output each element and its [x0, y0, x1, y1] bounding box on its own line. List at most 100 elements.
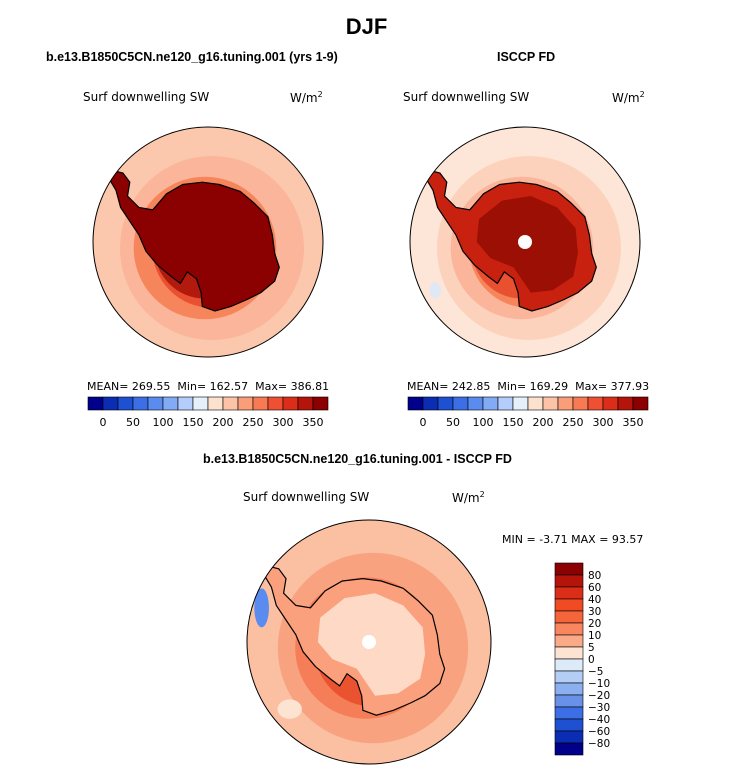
panel-2-colorbar-swatch [452, 396, 469, 411]
panel-3-colorbar-swatch [554, 586, 584, 600]
panel-1-colorbar-tick: 200 [213, 416, 234, 429]
panel-2-colorbar-tick: 100 [473, 416, 494, 429]
panel-3-colorbar-swatch [554, 610, 584, 624]
panel-2-colorbar-swatch [632, 396, 649, 411]
panel-2-colorbar: 0 50 100 150 200 250 300 350 [407, 396, 649, 429]
panel-3-variable: Surf downwelling SW [243, 490, 370, 504]
panel-1-stats: MEAN= 269.55 Min= 162.57 Max= 386.81 [87, 380, 330, 393]
panel-3-colorbar-swatch [554, 646, 584, 660]
panel-1-colorbar-swatch [222, 396, 239, 411]
panel-2-pole-hole [518, 235, 532, 249]
page-title: DJF [345, 14, 388, 39]
panel-2-low-value-patch [429, 282, 442, 299]
panel-1-colorbar-tick: 0 [100, 416, 107, 429]
panel-2-colorbar-swatch [467, 396, 484, 411]
panel-1-colorbar-swatch [147, 396, 164, 411]
panel-3-colorbar-tick: −5 [588, 666, 603, 678]
panel-3-boundary [246, 519, 492, 765]
panel-3-max: 93.57 [611, 533, 644, 546]
panel-3-title: b.e13.B1850C5CN.ne120_g16.tuning.001 - I… [203, 452, 512, 466]
panel-2-colorbar-swatch [542, 396, 559, 411]
panel-3-colorbar-tick: 0 [588, 654, 595, 666]
panel-3-colorbar-swatch [554, 718, 584, 732]
panel-1-colorbar-swatch [102, 396, 119, 411]
panel-1-colorbar-tick: 250 [243, 416, 264, 429]
panel-2-colorbar-tick: 250 [563, 416, 584, 429]
panel-3-colorbar-tick: 30 [588, 606, 601, 618]
panel-2-colorbar-swatch [422, 396, 439, 411]
panel-1-title: b.e13.B1850C5CN.ne120_g16.tuning.001 (yr… [46, 50, 338, 64]
panel-1-colorbar-swatch [117, 396, 134, 411]
panel-3-colorbar-swatch [554, 742, 584, 756]
panel-2-boundary [409, 126, 641, 358]
panel-1-colorbar-tick: 350 [303, 416, 324, 429]
panel-1-colorbar-swatch [192, 396, 209, 411]
panel-1-colorbar-tick: 150 [183, 416, 204, 429]
panel-3-colorbar-tick: 5 [588, 642, 595, 654]
panel-2-colorbar-swatch [557, 396, 574, 411]
panel-2-colorbar-swatch [572, 396, 589, 411]
panel-2-stats: MEAN= 242.85 Min= 169.29 Max= 377.93 [407, 380, 650, 393]
panel-3-colorbar-tick: 10 [588, 630, 601, 642]
panel-3-colorbar-swatch [554, 694, 584, 708]
panel-1-mean: 269.55 [131, 380, 171, 393]
panel-3-colorbar-swatch [554, 598, 584, 612]
panel-2-colorbar-swatch [482, 396, 499, 411]
panel-3-colorbar-tick: −10 [588, 678, 610, 690]
panel-2-colorbar-swatch [497, 396, 514, 411]
panel-3-min: -3.71 [539, 533, 568, 546]
panel-1-colorbar-swatch [177, 396, 194, 411]
panel-3-units: W/m2 [452, 490, 485, 505]
panel-1-min: 162.57 [209, 380, 249, 393]
panel-3-colorbar-swatch [554, 562, 584, 576]
panel-2-colorbar-tick: 0 [420, 416, 427, 429]
panel-3-colorbar-tick: −30 [588, 702, 610, 714]
panel-2-colorbar-swatch [617, 396, 634, 411]
panel-1-colorbar-swatch [312, 396, 329, 411]
panel-3-colorbar-tick: 40 [588, 594, 601, 606]
panel-1-boundary [92, 126, 324, 358]
panel-1-colorbar-swatch [207, 396, 224, 411]
panel-2-min: 169.29 [529, 380, 569, 393]
panel-2-max: 377.93 [610, 380, 650, 393]
panel-2-units: W/m2 [612, 90, 645, 105]
panel-2-colorbar-swatch [527, 396, 544, 411]
panel-1-colorbar-swatch [162, 396, 179, 411]
panel-3-colorbar-swatch [554, 574, 584, 588]
panel-2-colorbar-tick: 350 [623, 416, 644, 429]
panel-3-colorbar-tick: −80 [588, 738, 610, 750]
panel-1-variable: Surf downwelling SW [83, 90, 210, 104]
panel-1-map [92, 126, 324, 358]
panel-2-colorbar-swatch [407, 396, 424, 411]
panel-2-colorbar-swatch [587, 396, 604, 411]
panel-1-colorbar-swatch [267, 396, 284, 411]
panel-3-map [246, 519, 492, 765]
panel-1-colorbar-swatch [87, 396, 104, 411]
panel-3-colorbar-swatch [554, 670, 584, 684]
panel-2-colorbar-tick: 150 [503, 416, 524, 429]
panel-1-colorbar-swatch [297, 396, 314, 411]
panel-3-colorbar-swatch [554, 730, 584, 744]
panel-1-coastline [108, 170, 280, 312]
panel-3-colorbar-swatch [554, 658, 584, 672]
panel-2-colorbar-swatch [512, 396, 529, 411]
panel-3-colorbar-tick: −40 [588, 714, 610, 726]
panel-1-colorbar-swatch [237, 396, 254, 411]
panel-1-units: W/m2 [290, 90, 323, 105]
panel-1-colorbar-tick: 50 [126, 416, 140, 429]
panel-3-colorbar-tick: 60 [588, 582, 601, 594]
panel-2-variable: Surf downwelling SW [403, 90, 530, 104]
panel-3-colorbar-swatch [554, 682, 584, 696]
panel-3-colorbar-tick: 80 [588, 570, 601, 582]
panel-2-mean: 242.85 [451, 380, 491, 393]
panel-1-max: 386.81 [290, 380, 330, 393]
panel-1-colorbar-tick: 300 [273, 416, 294, 429]
panel-2-title: ISCCP FD [497, 50, 556, 64]
panel-3-pole-hole [362, 635, 376, 649]
panel-3-low-anomaly [277, 699, 302, 719]
panel-2-map [409, 126, 641, 358]
panel-2-colorbar-tick: 300 [593, 416, 614, 429]
panel-2-colorbar-swatch [437, 396, 454, 411]
panel-3-stats: MIN = -3.71 MAX = 93.57 [502, 533, 644, 546]
